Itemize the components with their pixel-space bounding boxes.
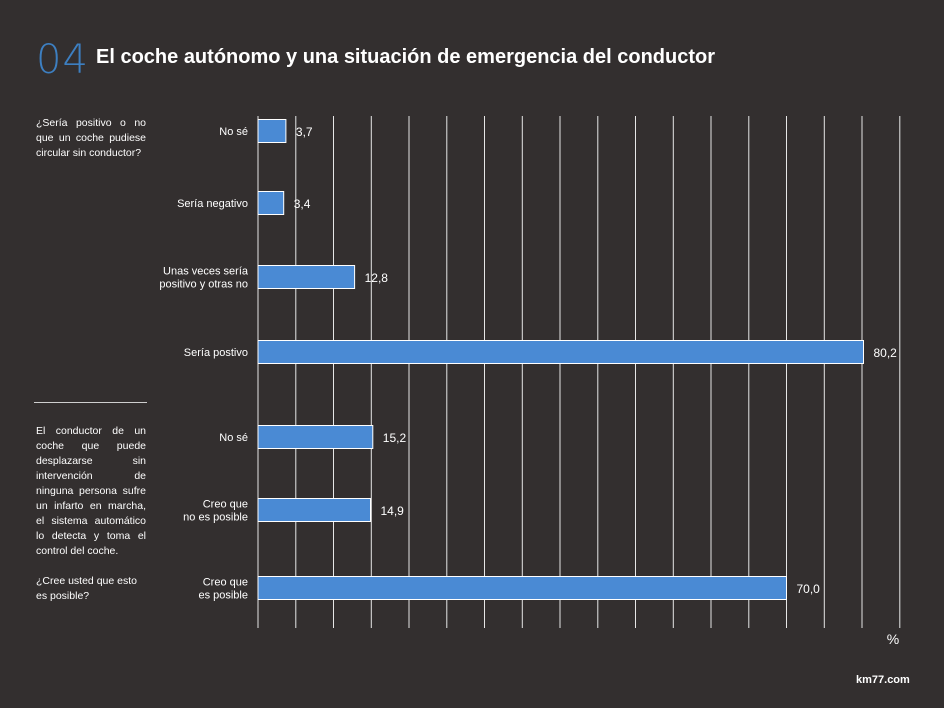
- category-label: Creo que: [203, 577, 248, 589]
- value-label: 15,2: [383, 431, 407, 445]
- value-label: 80,2: [874, 346, 898, 360]
- bar: [258, 120, 286, 143]
- value-label: 14,9: [381, 504, 405, 518]
- value-label: 12,8: [365, 271, 389, 285]
- category-label: Creo que: [203, 499, 248, 511]
- category-label: No sé: [219, 126, 248, 138]
- value-label: 70,0: [797, 582, 821, 596]
- brand-logo: km77.com: [856, 674, 910, 686]
- bar: [258, 266, 355, 289]
- bar: [258, 577, 787, 600]
- category-label: No sé: [219, 432, 248, 444]
- bar: [258, 192, 284, 215]
- value-label: 3,7: [296, 125, 313, 139]
- bar: [258, 341, 864, 364]
- category-label: Unas veces sería: [163, 266, 249, 278]
- unit-label: %: [887, 631, 899, 647]
- category-label: Sería postivo: [184, 347, 248, 359]
- category-label: positivo y otras no: [159, 279, 248, 291]
- category-label: no es posible: [183, 512, 248, 524]
- category-label: Sería negativo: [177, 198, 248, 210]
- bar: [258, 426, 373, 449]
- category-label: es posible: [198, 590, 248, 602]
- value-label: 3,4: [294, 197, 311, 211]
- bar: [258, 499, 371, 522]
